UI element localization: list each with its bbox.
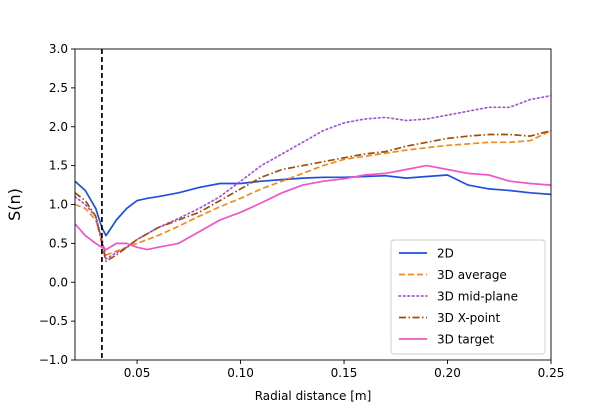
y-tick-label: 3.0: [49, 42, 68, 56]
legend-label-3d-x-point: 3D X-point: [437, 311, 501, 325]
series-line-2d: [75, 174, 551, 237]
y-tick-label: 1.5: [49, 159, 68, 173]
x-tick-label: 0.25: [538, 366, 565, 380]
y-tick-label: 1.0: [49, 198, 68, 212]
y-ticks: −1.0 −0.5 0.0 0.5 1.0 1.5 2.0 2.5 3.0: [39, 42, 75, 367]
x-tick-label: 0.05: [124, 366, 151, 380]
y-tick-label: 0.5: [49, 236, 68, 250]
y-tick-label: −1.0: [39, 353, 68, 367]
legend-label-3d-target: 3D target: [437, 333, 494, 347]
x-tick-label: 0.15: [331, 366, 358, 380]
legend: 2D 3D average 3D mid-plane 3D X-point 3D tar…: [390, 239, 546, 355]
legend-label-3d-mid-plane: 3D mid-plane: [437, 290, 518, 304]
y-tick-label: 2.0: [49, 120, 68, 134]
legend-label-2d: 2D: [437, 247, 454, 261]
y-tick-label: 2.5: [49, 81, 68, 95]
y-tick-label: 0.0: [49, 275, 68, 289]
series-line-3d-mid-plane: [75, 94, 551, 260]
series-line-3d-x-point: [75, 129, 551, 263]
legend-label-3d-average: 3D average: [437, 268, 507, 282]
y-tick-label: −0.5: [39, 314, 68, 328]
x-axis-label: Radial distance [m]: [255, 389, 372, 403]
y-axis-label: S(n): [5, 188, 24, 221]
series-layer: [75, 94, 551, 263]
x-tick-label: 0.20: [434, 366, 461, 380]
x-tick-label: 0.10: [227, 366, 254, 380]
x-ticks: 0.05 0.10 0.15 0.20 0.25: [124, 360, 565, 380]
legend-box: [390, 239, 546, 355]
series-line-3d-target: [75, 164, 551, 251]
series-line-3d-average: [75, 129, 551, 256]
